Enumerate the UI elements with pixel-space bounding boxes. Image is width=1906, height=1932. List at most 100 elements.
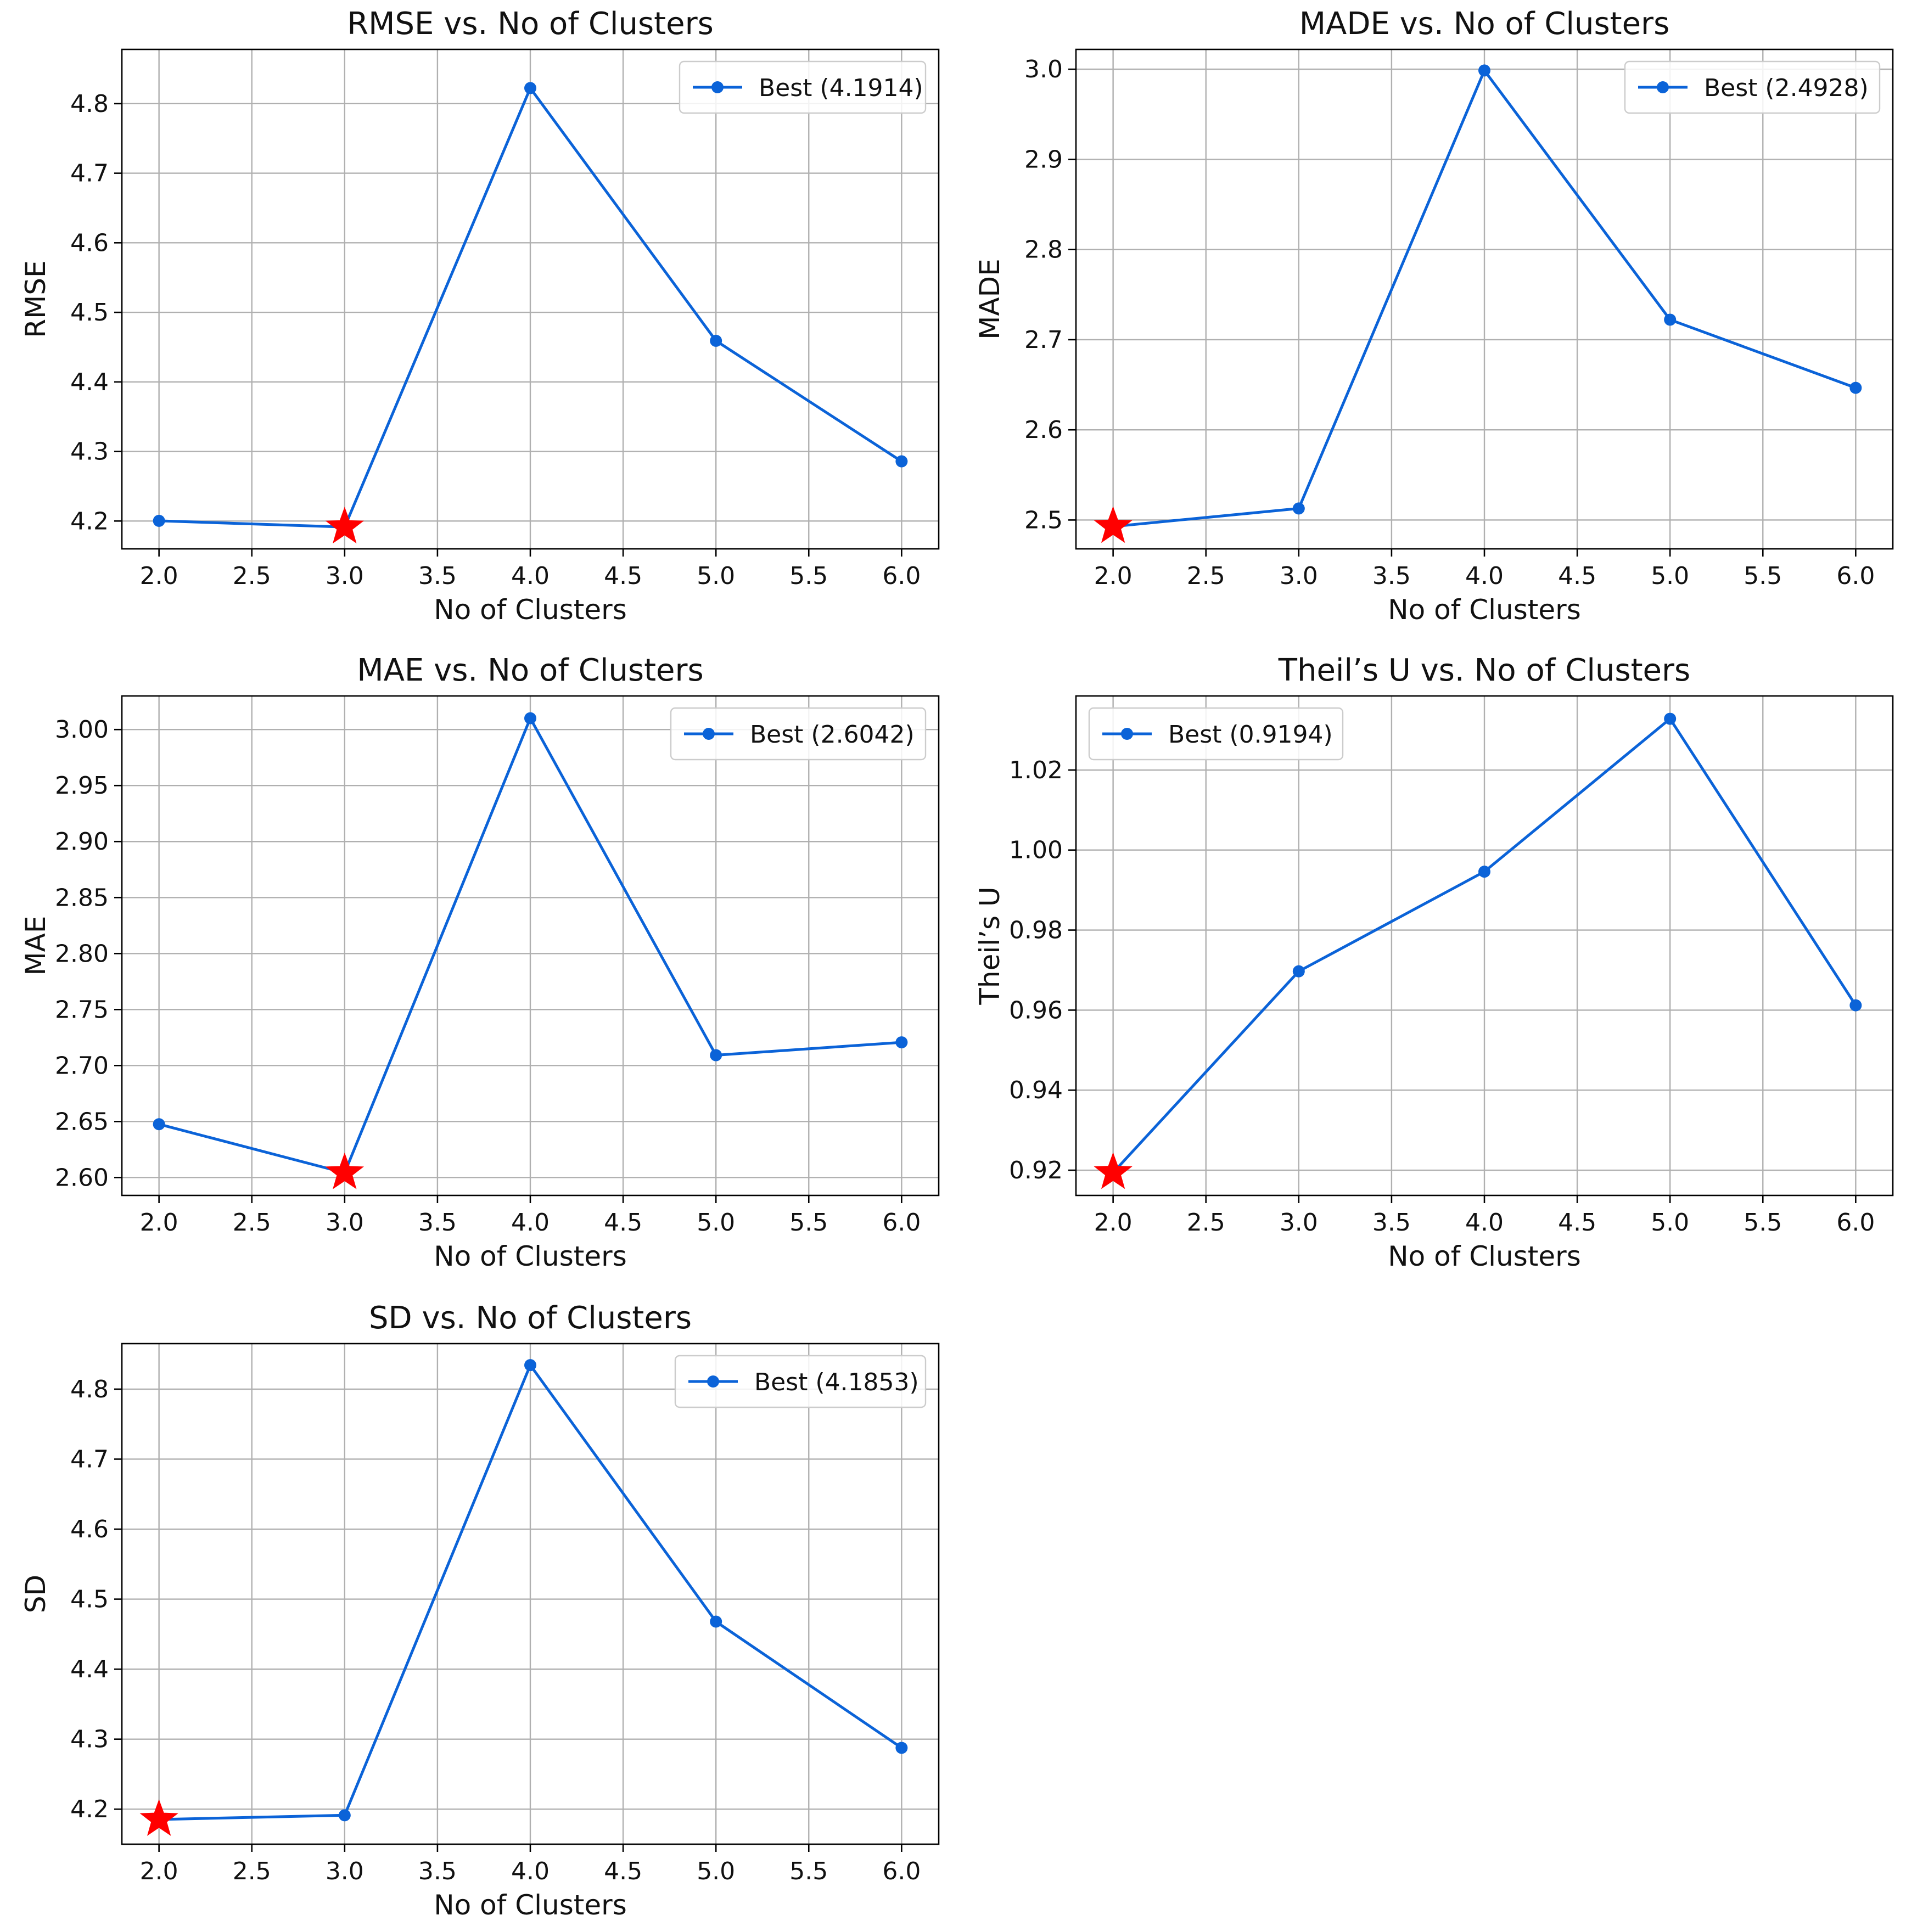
legend-label: Best (4.1914) xyxy=(759,74,923,102)
y-tick-label: 4.2 xyxy=(70,507,109,535)
data-point xyxy=(1292,502,1305,515)
chart-panel-5: 2.0 2.5 3.0 3.5 4.0 4.5 5.0 5.5 6.0 4.2 4.3 4.4 4.5 4… xyxy=(20,1300,940,1921)
x-tick-label: 4.5 xyxy=(604,1857,642,1885)
x-tick-label: 5.0 xyxy=(697,1209,735,1237)
plot-frame xyxy=(121,695,940,1197)
legend-label: Best (2.6042) xyxy=(750,721,915,749)
legend: Best (0.9194) xyxy=(1088,707,1344,761)
y-tick-label: 2.70 xyxy=(55,1052,109,1080)
data-point xyxy=(895,1742,908,1754)
x-tick-label: 3.0 xyxy=(1280,562,1318,590)
plot-frame xyxy=(1075,48,1894,550)
plot-frame xyxy=(121,1343,940,1845)
x-tick-label: 4.0 xyxy=(1465,562,1504,590)
x-tick-label: 4.5 xyxy=(604,562,642,590)
data-point xyxy=(1664,313,1677,326)
data-point xyxy=(895,455,908,468)
y-tick-label: 1.00 xyxy=(1009,836,1063,864)
chart-panel-1: 2.0 2.5 3.0 3.5 4.0 4.5 5.0 5.5 6.0 4.2 4.3 4.4 4.5 4… xyxy=(20,6,940,626)
x-tick-label: 5.5 xyxy=(789,1857,828,1885)
x-tick-label: 6.0 xyxy=(882,1857,921,1885)
legend-box xyxy=(670,707,927,761)
y-tick-label: 2.6 xyxy=(1024,416,1063,444)
x-tick-label: 2.0 xyxy=(1094,562,1133,590)
data-point xyxy=(1849,999,1862,1012)
x-tick-label: 3.0 xyxy=(326,562,364,590)
y-tick-label: 0.94 xyxy=(1009,1076,1063,1104)
y-tick-label: 4.7 xyxy=(70,1445,109,1473)
legend: Best (4.1914) xyxy=(679,60,927,114)
legend: Best (2.4928) xyxy=(1624,60,1881,114)
x-tick-label: 2.0 xyxy=(140,1857,178,1885)
y-axis-label: RMSE xyxy=(20,260,52,338)
chart-title: MADE vs. No of Clusters xyxy=(1299,6,1670,42)
chart-title: SD vs. No of Clusters xyxy=(369,1300,692,1336)
y-axis-label: MADE xyxy=(974,259,1006,339)
best-star-marker xyxy=(1094,506,1133,543)
y-tick-label: 2.65 xyxy=(55,1108,109,1136)
plot-frame xyxy=(1075,695,1894,1197)
x-tick-label: 3.5 xyxy=(418,562,457,590)
legend-box xyxy=(1624,60,1881,114)
legend-box xyxy=(1088,707,1344,761)
x-tick-label: 6.0 xyxy=(1836,1209,1875,1237)
x-tick-label: 4.0 xyxy=(511,562,550,590)
y-tick-label: 4.4 xyxy=(70,368,109,396)
best-star-marker xyxy=(139,1799,178,1836)
chart-panel-4: 2.0 2.5 3.0 3.5 4.0 4.5 5.0 5.5 6.0 0.92 0.94 0.96 0… xyxy=(974,653,1894,1272)
x-tick-label: 6.0 xyxy=(882,562,921,590)
y-tick-label: 0.98 xyxy=(1009,917,1063,945)
legend: Best (4.1853) xyxy=(674,1355,927,1408)
y-tick-label: 4.5 xyxy=(70,1586,109,1614)
y-tick-label: 0.96 xyxy=(1009,996,1063,1024)
legend-marker-swatch xyxy=(703,728,715,740)
x-tick-label: 5.0 xyxy=(697,1857,735,1885)
data-point xyxy=(524,712,536,724)
x-tick-label: 5.5 xyxy=(789,562,828,590)
x-axis-label: No of Clusters xyxy=(434,1889,627,1921)
x-axis-label: No of Clusters xyxy=(1388,1240,1581,1272)
legend-marker-swatch xyxy=(711,81,724,93)
data-point xyxy=(1478,64,1490,77)
data-point xyxy=(1478,866,1490,878)
y-tick-label: 2.90 xyxy=(55,828,109,856)
y-axis-label: SD xyxy=(20,1575,52,1613)
legend-box xyxy=(674,1355,927,1408)
x-tick-label: 4.5 xyxy=(1558,1209,1596,1237)
data-point xyxy=(710,1615,722,1628)
y-tick-label: 2.7 xyxy=(1024,326,1063,354)
y-tick-label: 4.5 xyxy=(70,299,109,327)
x-axis-label: No of Clusters xyxy=(434,594,627,626)
x-tick-label: 2.5 xyxy=(233,1857,271,1885)
y-tick-label: 1.02 xyxy=(1009,756,1063,784)
y-tick-label: 4.4 xyxy=(70,1655,109,1683)
x-tick-label: 2.5 xyxy=(233,1209,271,1237)
data-point xyxy=(710,334,722,347)
data-point xyxy=(1664,712,1677,725)
best-star-marker xyxy=(1094,1152,1133,1189)
chart-panel-2: 2.0 2.5 3.0 3.5 4.0 4.5 5.0 5.5 6.0 2.5 2.6 2.7 2.8 2… xyxy=(974,6,1894,626)
data-point xyxy=(710,1049,722,1062)
x-tick-label: 3.0 xyxy=(326,1857,364,1885)
y-tick-label: 2.85 xyxy=(55,884,109,912)
x-tick-label: 4.0 xyxy=(511,1209,550,1237)
legend-label: Best (0.9194) xyxy=(1168,721,1333,749)
y-tick-label: 3.00 xyxy=(55,716,109,744)
legend: Best (2.6042) xyxy=(670,707,927,761)
x-tick-label: 5.5 xyxy=(1744,562,1782,590)
plot-frame xyxy=(121,48,940,550)
data-point xyxy=(1292,965,1305,978)
chart-panel-3: 2.0 2.5 3.0 3.5 4.0 4.5 5.0 5.5 6.0 2.60 2.65 2.70 2… xyxy=(20,653,940,1272)
x-tick-label: 3.5 xyxy=(418,1857,457,1885)
y-tick-label: 2.95 xyxy=(55,772,109,800)
data-point xyxy=(895,1036,908,1049)
x-tick-label: 4.0 xyxy=(1465,1209,1504,1237)
data-point xyxy=(338,1809,351,1822)
x-tick-label: 2.5 xyxy=(233,562,271,590)
x-tick-label: 3.0 xyxy=(1280,1209,1318,1237)
x-tick-label: 2.5 xyxy=(1187,562,1225,590)
y-tick-label: 2.8 xyxy=(1024,236,1063,264)
x-tick-label: 2.0 xyxy=(140,562,178,590)
x-tick-label: 2.0 xyxy=(1094,1209,1133,1237)
